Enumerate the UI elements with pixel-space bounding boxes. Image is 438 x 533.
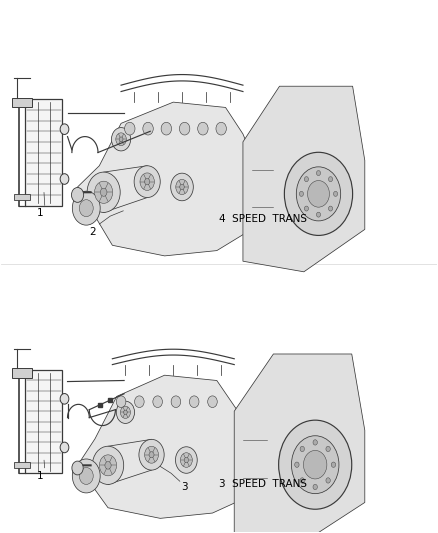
Circle shape bbox=[331, 462, 336, 467]
Circle shape bbox=[198, 122, 208, 135]
Circle shape bbox=[100, 188, 107, 196]
Bar bbox=[12, 98, 32, 108]
Circle shape bbox=[295, 462, 299, 467]
Circle shape bbox=[184, 457, 188, 463]
Polygon shape bbox=[243, 86, 365, 272]
Circle shape bbox=[143, 122, 153, 135]
Circle shape bbox=[333, 191, 338, 196]
Polygon shape bbox=[78, 102, 260, 256]
Circle shape bbox=[279, 420, 352, 509]
Circle shape bbox=[112, 127, 131, 151]
Circle shape bbox=[139, 439, 164, 470]
Circle shape bbox=[176, 180, 188, 195]
Circle shape bbox=[116, 396, 126, 408]
Circle shape bbox=[119, 137, 123, 142]
Circle shape bbox=[99, 455, 117, 476]
Text: 3  SPEED  TRANS: 3 SPEED TRANS bbox=[219, 479, 307, 489]
Circle shape bbox=[316, 171, 321, 175]
Circle shape bbox=[161, 122, 172, 135]
Circle shape bbox=[180, 122, 190, 135]
Circle shape bbox=[189, 396, 199, 408]
Text: 3: 3 bbox=[181, 481, 187, 491]
Polygon shape bbox=[78, 375, 256, 519]
Circle shape bbox=[60, 393, 69, 404]
Circle shape bbox=[328, 176, 332, 182]
Circle shape bbox=[145, 446, 159, 463]
Circle shape bbox=[284, 152, 353, 236]
Circle shape bbox=[145, 179, 150, 185]
Circle shape bbox=[171, 173, 193, 201]
Circle shape bbox=[60, 174, 69, 184]
Bar bbox=[25, 370, 62, 473]
Circle shape bbox=[304, 176, 308, 182]
Circle shape bbox=[297, 167, 341, 221]
Circle shape bbox=[307, 181, 329, 207]
Circle shape bbox=[72, 459, 100, 493]
Circle shape bbox=[304, 206, 308, 211]
Bar bbox=[14, 194, 30, 200]
Bar bbox=[25, 100, 62, 206]
Circle shape bbox=[208, 396, 217, 408]
Circle shape bbox=[134, 166, 160, 198]
Circle shape bbox=[180, 453, 192, 467]
Circle shape bbox=[71, 188, 84, 203]
Text: 2: 2 bbox=[89, 227, 96, 237]
Circle shape bbox=[300, 478, 304, 483]
Circle shape bbox=[116, 401, 134, 423]
Circle shape bbox=[79, 200, 93, 216]
Circle shape bbox=[153, 396, 162, 408]
Circle shape bbox=[313, 440, 318, 445]
Circle shape bbox=[216, 122, 226, 135]
Bar bbox=[12, 368, 32, 378]
Circle shape bbox=[304, 450, 327, 479]
Circle shape bbox=[313, 484, 318, 490]
Circle shape bbox=[60, 442, 69, 453]
Circle shape bbox=[134, 396, 144, 408]
Circle shape bbox=[316, 212, 321, 217]
Circle shape bbox=[60, 124, 69, 134]
Circle shape bbox=[95, 181, 113, 204]
Circle shape bbox=[140, 173, 154, 190]
Circle shape bbox=[300, 446, 304, 451]
Circle shape bbox=[116, 133, 126, 146]
Circle shape bbox=[72, 191, 100, 225]
Circle shape bbox=[92, 446, 124, 484]
Circle shape bbox=[105, 462, 111, 469]
Circle shape bbox=[124, 410, 127, 415]
Circle shape bbox=[79, 467, 93, 484]
Text: 4  SPEED  TRANS: 4 SPEED TRANS bbox=[219, 214, 307, 224]
Circle shape bbox=[176, 447, 197, 473]
Circle shape bbox=[328, 206, 332, 211]
Circle shape bbox=[326, 478, 330, 483]
Circle shape bbox=[120, 406, 131, 418]
Circle shape bbox=[291, 436, 339, 494]
Polygon shape bbox=[234, 354, 365, 533]
Circle shape bbox=[149, 451, 154, 458]
Circle shape bbox=[87, 172, 120, 213]
Circle shape bbox=[326, 446, 330, 451]
Circle shape bbox=[300, 191, 304, 196]
Circle shape bbox=[180, 184, 184, 190]
Circle shape bbox=[171, 396, 181, 408]
Circle shape bbox=[124, 122, 135, 135]
Text: 1: 1 bbox=[37, 471, 44, 481]
Text: 1: 1 bbox=[37, 208, 44, 219]
Circle shape bbox=[72, 461, 83, 475]
Bar bbox=[14, 462, 30, 468]
